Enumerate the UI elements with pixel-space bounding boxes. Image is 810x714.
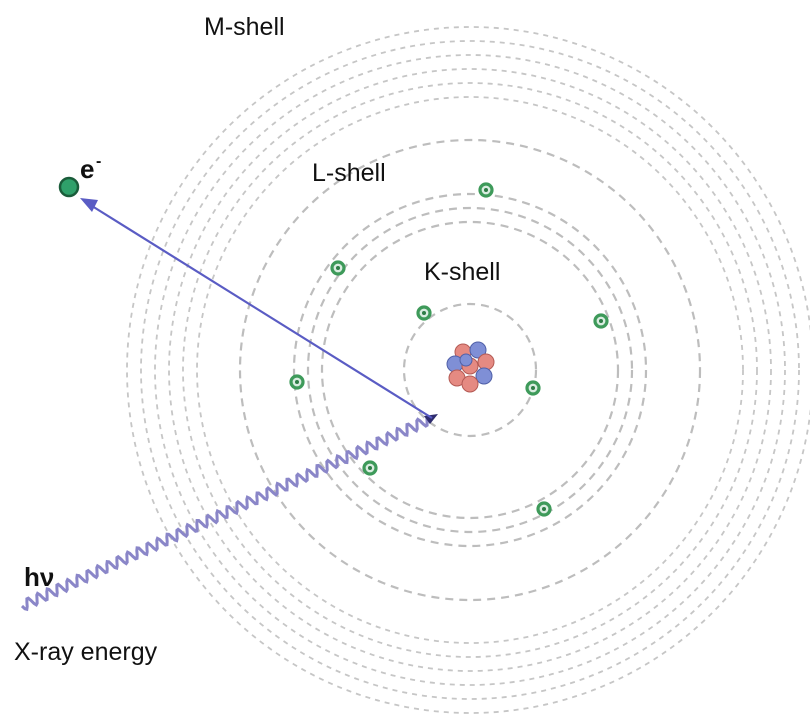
ejection-arrow: [91, 205, 433, 419]
l-shell-label: L-shell: [312, 159, 386, 187]
k-shell-ring: [402, 302, 538, 438]
electron-icon: [478, 182, 494, 198]
ejected-electron-icon: [58, 176, 80, 198]
ejection-arrowhead: [80, 198, 98, 212]
electron-icon: [416, 305, 432, 321]
m-shell-ring-2: [182, 82, 758, 658]
m-shell-ring-1: [196, 96, 744, 644]
m-shell-ring-5: [140, 40, 800, 700]
photon-arrowhead: [424, 414, 438, 424]
electron-icon: [330, 260, 346, 276]
m-shell-rings: [126, 26, 810, 714]
nucleus-icon: [446, 341, 495, 393]
m-shell-ring-4: [154, 54, 786, 686]
l-shell-ring-2: [306, 206, 634, 534]
xray-energy-label: X-ray energy: [14, 638, 158, 666]
electron-icon: [289, 374, 305, 390]
photon-label: hν: [24, 562, 54, 592]
electron-charge-label: -: [96, 153, 101, 170]
electron-icon: [525, 380, 541, 396]
electron-label: e: [80, 154, 94, 184]
electron-icon: [593, 313, 609, 329]
l-shell-outer-ring: [238, 138, 702, 602]
electron-icon: [362, 460, 378, 476]
k-shell-label: K-shell: [424, 258, 500, 286]
photon-wave: [20, 417, 429, 612]
l-shell-ring-3: [292, 192, 648, 548]
m-shell-ring-3: [168, 68, 772, 672]
l-shell-ring-1: [320, 220, 620, 520]
m-shell-label: M-shell: [204, 13, 285, 41]
electron-icon: [536, 501, 552, 517]
